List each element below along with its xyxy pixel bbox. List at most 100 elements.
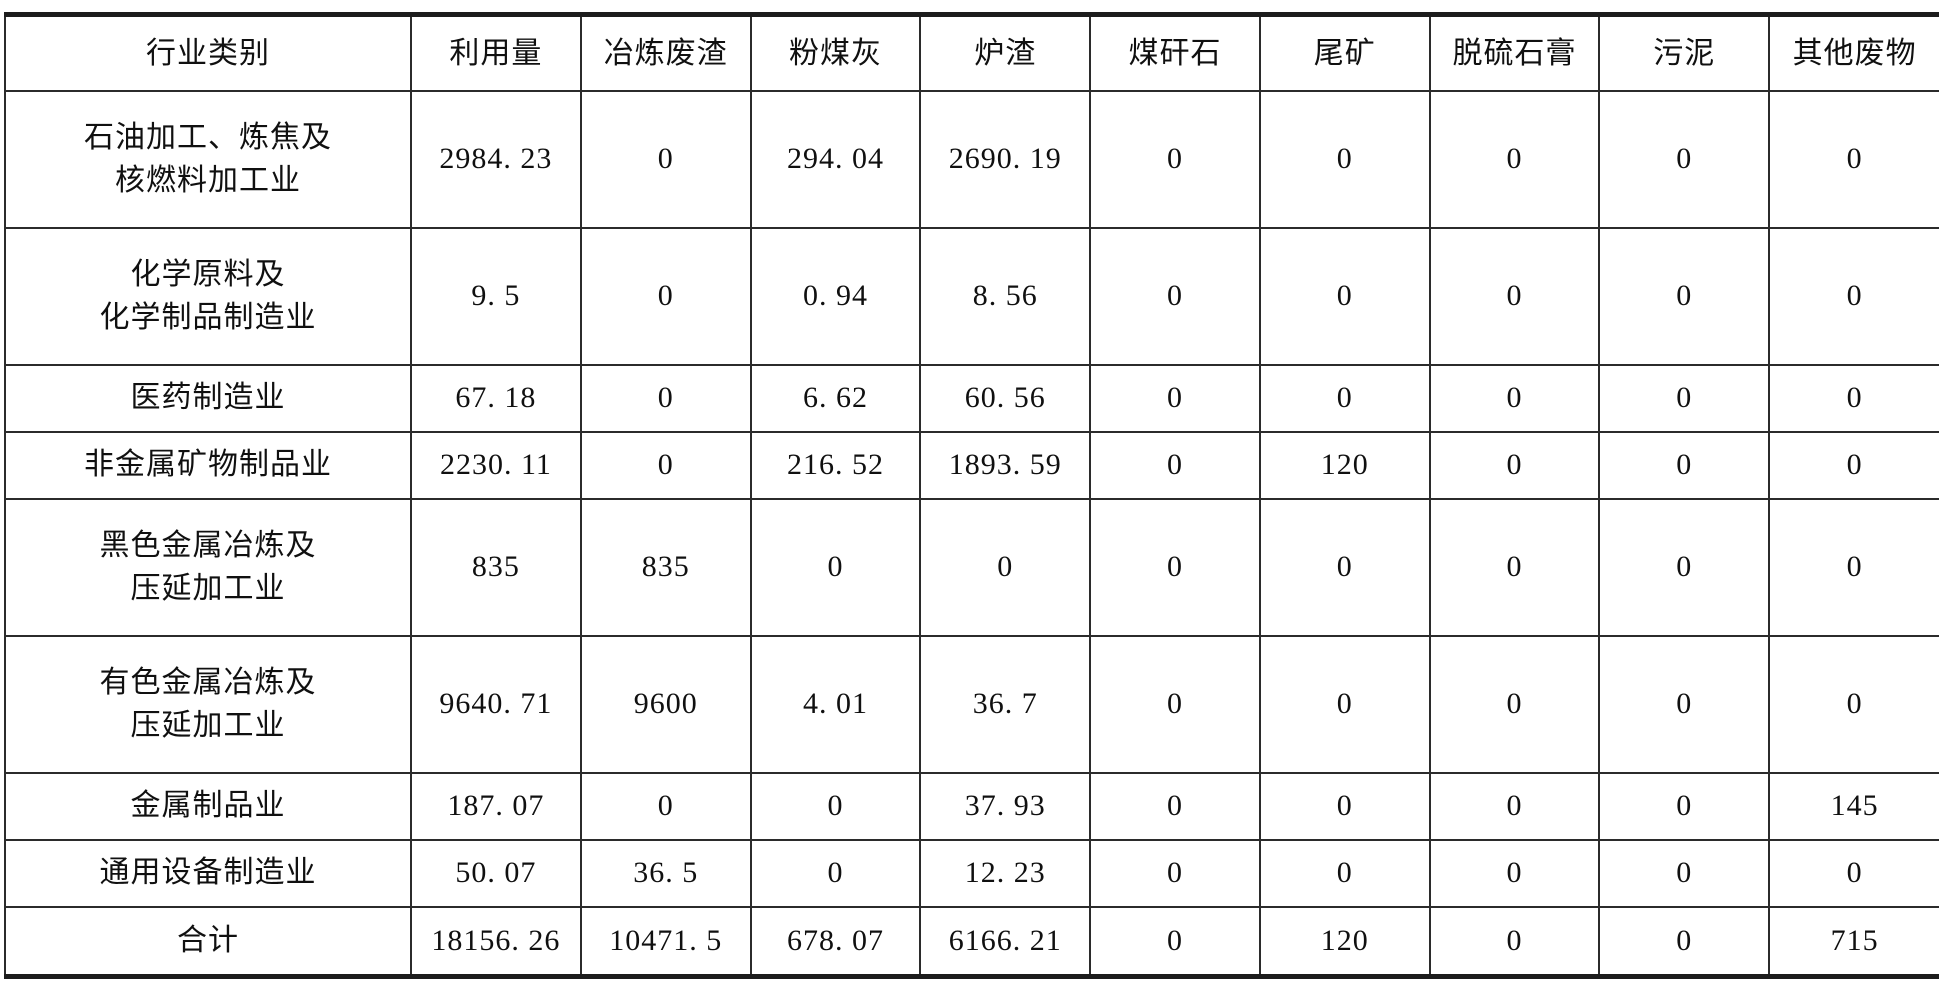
value-cell: 2230. 11 [410,430,582,500]
value-cell: 0 [1089,838,1261,908]
table-row: 非金属矿物制品业 2230. 11 0 216. 52 1893. 59 0 120 0 0 0 [3,430,1939,500]
value-cell: 0 [1428,634,1601,774]
value-cell: 4. 01 [749,634,922,774]
value-cell: 9. 5 [410,226,582,366]
value-cell: 0 [749,497,922,637]
value-cell: 835 [579,497,752,637]
value-cell: 0 [1258,89,1431,229]
value-cell: 0 [579,430,752,500]
value-cell: 0 [1428,838,1601,908]
value-cell: 6. 62 [749,363,922,433]
industry-category-cell: 化学原料及 化学制品制造业 [3,226,413,366]
table-row: 石油加工、炼焦及 核燃料加工业 2984. 23 0 294. 04 2690. 19 0 0… [3,89,1939,229]
value-cell: 0 [1768,226,1939,366]
value-cell: 0 [579,363,752,433]
value-cell: 6166. 21 [919,905,1092,978]
table-row: 化学原料及 化学制品制造业 9. 5 0 0. 94 8. 56 0 0 0 0 0 [3,226,1939,366]
industry-category-cell: 合计 [3,905,413,978]
value-cell: 9600 [579,634,752,774]
value-cell: 0 [1598,430,1771,500]
value-cell: 0 [1598,634,1771,774]
value-cell: 0 [579,89,752,229]
value-cell: 60. 56 [919,363,1092,433]
value-cell: 0 [1428,497,1601,637]
value-cell: 0 [1089,430,1261,500]
value-cell: 0 [1089,226,1261,366]
value-cell: 0 [1258,226,1431,366]
column-header-industry-category: 行业类别 [3,13,413,92]
value-cell: 67. 18 [410,363,582,433]
value-cell: 0 [579,771,752,841]
value-cell: 0 [1258,363,1431,433]
table-row: 黑色金属冶炼及 压延加工业 835 835 0 0 0 0 0 0 0 [3,497,1939,637]
value-cell: 50. 07 [410,838,582,908]
value-cell: 36. 5 [579,838,752,908]
table-row: 金属制品业 187. 07 0 0 37. 93 0 0 0 0 145 [3,771,1939,841]
value-cell: 0 [1598,89,1771,229]
industry-category-cell: 医药制造业 [3,363,413,433]
value-cell: 715 [1768,905,1939,978]
value-cell: 9640. 71 [410,634,582,774]
value-cell: 0 [1598,905,1771,978]
value-cell: 0 [1768,430,1939,500]
value-cell: 0 [1428,430,1601,500]
value-cell: 835 [410,497,582,637]
value-cell: 0 [1598,226,1771,366]
table-row: 通用设备制造业 50. 07 36. 5 0 12. 23 0 0 0 0 0 [3,838,1939,908]
column-header-sludge: 污泥 [1598,13,1771,92]
industry-category-cell: 通用设备制造业 [3,838,413,908]
value-cell: 0 [1089,89,1261,229]
value-cell: 0 [1089,363,1261,433]
value-cell: 0 [1768,363,1939,433]
value-cell: 0 [919,497,1092,637]
value-cell: 37. 93 [919,771,1092,841]
table-row: 医药制造业 67. 18 0 6. 62 60. 56 0 0 0 0 0 [3,363,1939,433]
value-cell: 0 [1598,497,1771,637]
value-cell: 0 [1258,634,1431,774]
value-cell: 0 [1768,497,1939,637]
column-header-utilization-amount: 利用量 [410,13,582,92]
value-cell: 0 [1598,838,1771,908]
table-body: 石油加工、炼焦及 核燃料加工业 2984. 23 0 294. 04 2690. 19 0 0… [3,89,1939,978]
industry-category-cell: 非金属矿物制品业 [3,430,413,500]
value-cell: 1893. 59 [919,430,1092,500]
value-cell: 36. 7 [919,634,1092,774]
value-cell: 0 [1598,363,1771,433]
value-cell: 120 [1258,905,1431,978]
value-cell: 0 [749,771,922,841]
value-cell: 0 [1428,771,1601,841]
value-cell: 0 [1428,905,1601,978]
value-cell: 0 [1089,905,1261,978]
industry-category-cell: 石油加工、炼焦及 核燃料加工业 [3,89,413,229]
value-cell: 187. 07 [410,771,582,841]
value-cell: 0 [1768,634,1939,774]
table-row-total: 合计 18156. 26 10471. 5 678. 07 6166. 21 0 120 0 0… [3,905,1939,978]
industry-category-cell: 黑色金属冶炼及 压延加工业 [3,497,413,637]
value-cell: 0 [1428,226,1601,366]
industry-category-cell: 金属制品业 [3,771,413,841]
value-cell: 0 [1089,634,1261,774]
column-header-desulfurization-gypsum: 脱硫石膏 [1428,13,1601,92]
value-cell: 8. 56 [919,226,1092,366]
value-cell: 0 [1258,838,1431,908]
value-cell: 678. 07 [749,905,922,978]
value-cell: 2690. 19 [919,89,1092,229]
column-header-coal-gangue: 煤矸石 [1089,13,1261,92]
column-header-furnace-slag: 炉渣 [919,13,1092,92]
column-header-smelting-slag: 冶炼废渣 [579,13,752,92]
value-cell: 18156. 26 [410,905,582,978]
value-cell: 0 [1768,838,1939,908]
value-cell: 0 [1089,771,1261,841]
value-cell: 0 [1258,497,1431,637]
value-cell: 0 [1089,497,1261,637]
industrial-waste-utilization-table: 行业类别 利用量 冶炼废渣 粉煤灰 炉渣 煤矸石 尾矿 脱硫石膏 污泥 其他废物… [3,12,1939,979]
value-cell: 2984. 23 [410,89,582,229]
column-header-fly-ash: 粉煤灰 [749,13,922,92]
column-header-other-waste: 其他废物 [1768,13,1939,92]
value-cell: 0 [1598,771,1771,841]
value-cell: 0 [1428,89,1601,229]
value-cell: 294. 04 [749,89,922,229]
industry-category-cell: 有色金属冶炼及 压延加工业 [3,634,413,774]
value-cell: 0 [749,838,922,908]
